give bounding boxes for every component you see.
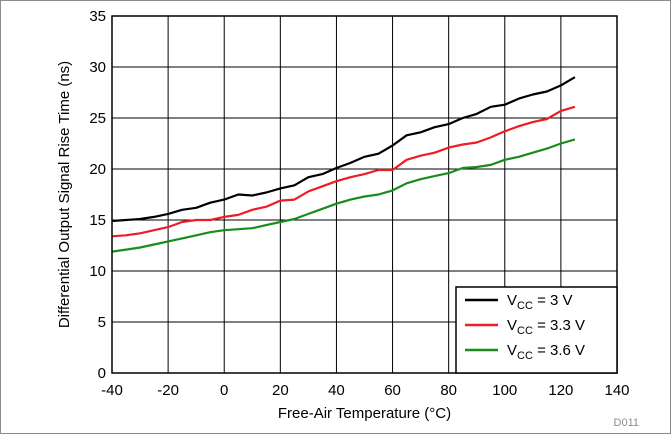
y-axis-title: Differential Output Signal Rise Time (ns…	[56, 61, 73, 328]
figure-code: D011	[614, 417, 639, 429]
x-tick-label: 20	[272, 382, 289, 399]
x-tick-label: 120	[548, 382, 573, 399]
legend: VCC = 3 V VCC = 3.3 V VCC = 3.6 V	[455, 286, 618, 374]
series-line-1	[111, 76, 576, 223]
x-tick-label: 0	[220, 382, 228, 399]
y-tick-label: 10	[89, 263, 106, 280]
y-tick-label: 30	[89, 59, 106, 76]
legend-label-2: VCC = 3.3 V	[507, 317, 585, 337]
y-tick-label: 5	[98, 314, 106, 331]
y-tick-label: 35	[89, 8, 106, 25]
y-tick-label: 20	[89, 161, 106, 178]
y-axis-tick-labels: 0 5 10 15 20 25 30 35	[89, 8, 106, 382]
y-tick-label: 0	[98, 365, 106, 382]
x-tick-label: 60	[384, 382, 401, 399]
x-tick-label: -40	[101, 382, 123, 399]
x-tick-label: 40	[328, 382, 345, 399]
y-tick-label: 15	[89, 212, 106, 229]
legend-label-1: VCC = 3 V	[507, 292, 573, 312]
y-tick-label: 25	[89, 110, 106, 127]
series-line-3	[111, 138, 576, 253]
x-axis-title: Free-Air Temperature (°C)	[278, 405, 451, 422]
legend-box	[455, 286, 618, 374]
legend-label-3: VCC = 3.6 V	[507, 342, 585, 362]
x-tick-label: 80	[440, 382, 457, 399]
plot-lines	[111, 76, 576, 253]
series-line-2	[111, 105, 576, 238]
x-axis-tick-labels: -40 -20 0 20 40 60 80 100 120 140	[101, 382, 629, 399]
x-tick-label: 140	[604, 382, 629, 399]
plot-area-border	[111, 15, 618, 374]
x-tick-label: 100	[492, 382, 517, 399]
x-tick-label: -20	[157, 382, 179, 399]
